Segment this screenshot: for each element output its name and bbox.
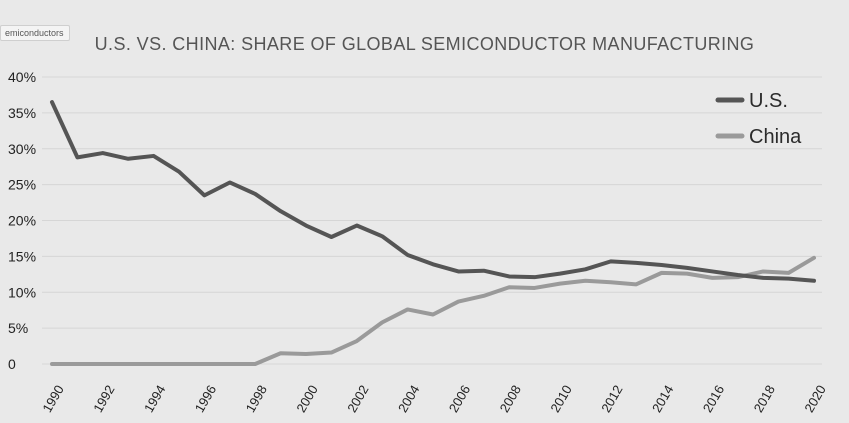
legend: U.S. China <box>715 90 802 148</box>
x-tick-label: 2002 <box>344 382 371 415</box>
series-line-us <box>50 100 816 283</box>
source-tag: emiconductors <box>0 25 70 41</box>
y-tick-label: 5% <box>8 320 28 336</box>
legend-label: China <box>749 126 802 148</box>
x-tick-label: 2006 <box>446 382 473 415</box>
x-tick-label: 2016 <box>700 382 727 415</box>
legend-label: U.S. <box>749 90 788 112</box>
y-tick-label: 35% <box>8 105 36 121</box>
y-tick-label: 40% <box>8 69 36 85</box>
y-tick-label: 25% <box>8 177 36 193</box>
x-axis: 1990 1992 1994 1996 1998 2000 2002 2004 2006 2008… <box>39 382 828 415</box>
series-line-china <box>50 255 816 366</box>
x-tick-label: 1998 <box>243 382 270 415</box>
y-axis: 0 5% 10% 15% 20% 25% 30% 35% 40% <box>8 69 36 372</box>
x-tick-label: 1990 <box>39 382 66 415</box>
y-tick-label: 0 <box>8 356 16 372</box>
chart-title: U.S. VS. CHINA: SHARE OF GLOBAL SEMICOND… <box>94 34 755 54</box>
x-tick-label: 1996 <box>192 382 219 415</box>
x-tick-label: 2012 <box>598 382 625 415</box>
x-tick-label: 2018 <box>751 382 778 415</box>
grid-lines <box>42 76 822 365</box>
x-tick-label: 1994 <box>141 382 168 415</box>
x-tick-label: 2010 <box>547 382 574 415</box>
series-lines <box>50 100 816 366</box>
y-tick-label: 10% <box>8 284 36 300</box>
x-tick-label: 2020 <box>801 382 828 415</box>
y-tick-label: 20% <box>8 213 36 229</box>
y-tick-label: 30% <box>8 141 36 157</box>
x-tick-label: 2014 <box>649 382 676 415</box>
y-tick-label: 15% <box>8 248 36 264</box>
x-tick-label: 2008 <box>497 382 524 415</box>
x-tick-label: 1992 <box>90 382 117 415</box>
x-tick-label: 2000 <box>293 382 320 415</box>
x-tick-label: 2004 <box>395 382 422 415</box>
